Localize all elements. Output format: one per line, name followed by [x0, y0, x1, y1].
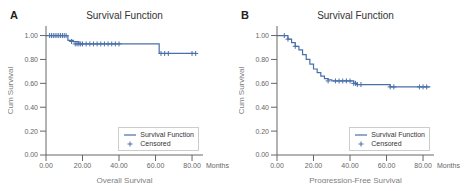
svg-text:0.60: 0.60	[24, 80, 38, 87]
html-text:Censored: Censored	[371, 140, 402, 147]
svg-text:Progression-Free Survival: Progression-Free Survival	[309, 176, 402, 183]
html-text:Survival Function: Survival Function	[371, 131, 425, 138]
html-text:Months: Months	[437, 162, 460, 169]
html-text:Survival Function: Survival Function	[140, 131, 194, 138]
html-text:Censored: Censored	[140, 140, 171, 147]
html-text:A: A	[10, 9, 18, 21]
svg-text:60.00: 60.00	[378, 162, 396, 169]
html-text:Survival Function: Survival Function	[317, 10, 394, 21]
svg-text:80.00: 80.00	[414, 162, 432, 169]
svg-text:20.00: 20.00	[305, 162, 323, 169]
html-text:B: B	[241, 9, 249, 21]
svg-text:0.00: 0.00	[270, 162, 284, 169]
svg-text:60.00: 60.00	[147, 162, 165, 169]
svg-text:40.00: 40.00	[341, 162, 359, 169]
svg-text:40.00: 40.00	[110, 162, 128, 169]
svg-text:0.40: 0.40	[255, 104, 269, 111]
html-text:Survival Function: Survival Function	[86, 10, 163, 21]
svg-text:80.00: 80.00	[183, 162, 201, 169]
svg-text:0.20: 0.20	[24, 128, 38, 135]
svg-text:1.00: 1.00	[24, 32, 38, 39]
svg-text:0.00: 0.00	[24, 151, 38, 158]
svg-text:0.20: 0.20	[255, 128, 269, 135]
svg-text:Cum Survival: Cum Survival	[239, 67, 246, 115]
html-text:Months: Months	[206, 162, 229, 169]
svg-text:20.00: 20.00	[74, 162, 92, 169]
svg-text:0.60: 0.60	[255, 80, 269, 87]
svg-text:0.40: 0.40	[24, 104, 38, 111]
svg-text:Cum Survival: Cum Survival	[8, 67, 15, 115]
svg-text:1.00: 1.00	[255, 32, 269, 39]
svg-text:0.80: 0.80	[255, 56, 269, 63]
svg-text:Overall Survival: Overall Survival	[96, 176, 152, 183]
svg-text:0.00: 0.00	[255, 151, 269, 158]
svg-text:0.80: 0.80	[24, 56, 38, 63]
svg-text:0.00: 0.00	[39, 162, 53, 169]
